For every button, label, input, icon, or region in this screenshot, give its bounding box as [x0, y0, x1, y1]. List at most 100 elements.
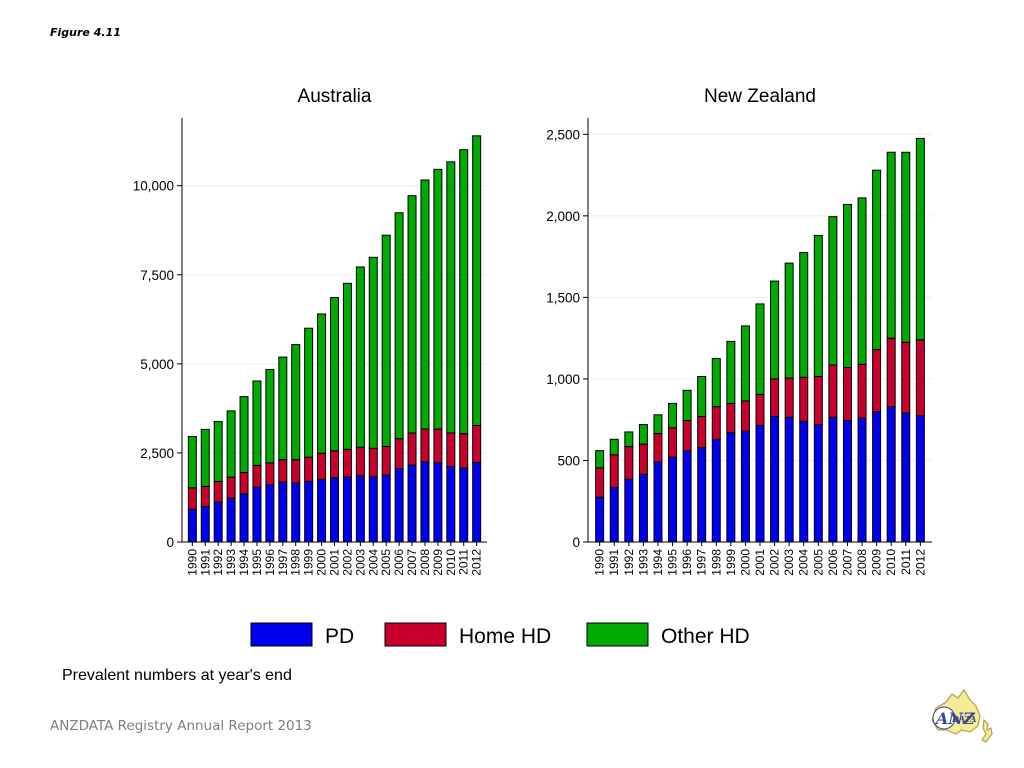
bar-home-hd-1998 — [711, 406, 721, 440]
bar-home-hd-1996 — [265, 462, 275, 486]
bar-home-hd-2009 — [433, 428, 443, 464]
bar-pd-2010 — [446, 465, 456, 543]
bar-other-hd-2008 — [420, 179, 430, 430]
bar-home-hd-1993 — [638, 443, 648, 475]
bar-pd-2011 — [901, 412, 911, 543]
bar-other-hd-2000 — [317, 313, 327, 454]
bar-other-hd-2012 — [472, 135, 482, 426]
bar-home-hd-1997 — [697, 415, 707, 448]
x-tick-label: 2003 — [782, 549, 796, 576]
logo-mark-text: ANZ — [934, 709, 976, 728]
bar-pd-2007 — [842, 420, 852, 543]
bar-home-hd-1990 — [187, 487, 197, 510]
bar-other-hd-1993 — [638, 424, 648, 445]
x-tick-label: 1997 — [695, 549, 709, 576]
x-tick-label: 1990 — [593, 549, 607, 576]
bar-other-hd-1997 — [697, 375, 707, 417]
x-tick-label: 1995 — [666, 549, 680, 576]
bar-home-hd-1990 — [595, 467, 605, 498]
bar-pd-2006 — [828, 416, 838, 543]
legend-swatch-other-hd — [586, 622, 649, 647]
chart-title: Australia — [298, 86, 372, 107]
x-tick-label: 2011 — [457, 549, 471, 575]
x-tick-label: 2004 — [366, 549, 380, 576]
bar-other-hd-2006 — [394, 212, 404, 440]
bar-home-hd-1994 — [239, 472, 249, 495]
bar-pd-1999 — [726, 432, 736, 543]
bar-pd-1991 — [609, 486, 619, 543]
bar-pd-1999 — [304, 480, 314, 543]
bar-other-hd-2003 — [784, 262, 794, 379]
bar-home-hd-2012 — [915, 339, 925, 417]
y-tick-label: 10,000 — [133, 179, 174, 194]
bar-pd-2010 — [886, 406, 896, 543]
y-tick-label: 2,500 — [140, 446, 174, 461]
bar-other-hd-2009 — [872, 169, 882, 351]
bar-other-hd-2002 — [342, 282, 352, 450]
x-tick-label: 1998 — [709, 549, 723, 576]
legend-label-pd: PD — [325, 625, 354, 648]
bar-pd-2004 — [368, 476, 378, 543]
bar-home-hd-1991 — [609, 454, 619, 488]
bar-other-hd-2009 — [433, 168, 443, 430]
x-tick-label: 2007 — [840, 549, 854, 576]
bar-pd-1998 — [711, 438, 721, 543]
bar-home-hd-2002 — [342, 448, 352, 478]
bar-other-hd-1998 — [711, 358, 721, 408]
bar-pd-1990 — [187, 508, 197, 543]
bar-other-hd-1992 — [213, 421, 223, 482]
x-tick-label: 2001 — [328, 549, 342, 576]
bar-pd-2012 — [915, 415, 925, 543]
bar-pd-2009 — [433, 462, 443, 543]
bar-home-hd-1995 — [252, 464, 262, 488]
bar-other-hd-2007 — [407, 195, 417, 434]
bar-pd-1995 — [252, 486, 262, 543]
x-tick-label: 1992 — [622, 549, 636, 576]
bar-home-hd-2004 — [368, 447, 378, 478]
bar-pd-2001 — [330, 477, 339, 543]
bar-other-hd-2007 — [842, 203, 852, 369]
x-tick-label: 1992 — [211, 549, 225, 576]
bar-other-hd-2006 — [828, 216, 838, 366]
x-tick-label: 2001 — [753, 549, 767, 576]
x-tick-label: 2009 — [431, 549, 445, 576]
x-tick-label: 1990 — [185, 549, 199, 576]
x-tick-label: 2012 — [470, 549, 484, 576]
bar-other-hd-2004 — [799, 252, 809, 378]
bar-pd-1997 — [278, 481, 288, 543]
bar-other-hd-2010 — [446, 161, 456, 434]
x-tick-label: 2005 — [379, 549, 393, 576]
bar-pd-1994 — [239, 493, 249, 543]
x-tick-label: 2012 — [913, 549, 927, 576]
bar-other-hd-2011 — [459, 149, 469, 435]
bar-home-hd-2008 — [857, 363, 867, 419]
bar-pd-1992 — [213, 501, 223, 543]
x-tick-label: 1998 — [289, 549, 303, 576]
report-footer: ANZDATA Registry Annual Report 2013 — [50, 718, 312, 734]
legend-swatch-home-hd — [384, 622, 447, 647]
bar-home-hd-2007 — [842, 367, 852, 422]
bar-home-hd-1999 — [726, 402, 736, 434]
bar-pd-2002 — [342, 476, 352, 543]
bar-other-hd-2003 — [355, 266, 365, 448]
legend-swatch-pd — [250, 622, 313, 647]
x-tick-label: 2010 — [884, 549, 898, 576]
bar-pd-1993 — [638, 473, 648, 543]
x-tick-label: 2002 — [340, 549, 354, 576]
bar-other-hd-1994 — [653, 414, 663, 435]
bar-home-hd-2006 — [394, 438, 404, 470]
x-tick-label: 1997 — [276, 549, 290, 576]
y-tick-label: 2,500 — [546, 127, 580, 142]
bar-pd-2000 — [740, 430, 750, 543]
bar-pd-1998 — [291, 482, 301, 543]
bar-other-hd-2005 — [813, 234, 823, 377]
bar-home-hd-2011 — [901, 341, 911, 414]
x-tick-label: 2009 — [870, 549, 884, 576]
chart-panel-australia: Australia02,5005,0007,50010,000199019911… — [133, 86, 487, 576]
bar-other-hd-1996 — [682, 389, 692, 422]
bar-home-hd-2010 — [446, 432, 456, 467]
bar-home-hd-2000 — [317, 452, 327, 480]
bar-other-hd-2001 — [330, 297, 339, 452]
bar-pd-2008 — [420, 461, 430, 543]
